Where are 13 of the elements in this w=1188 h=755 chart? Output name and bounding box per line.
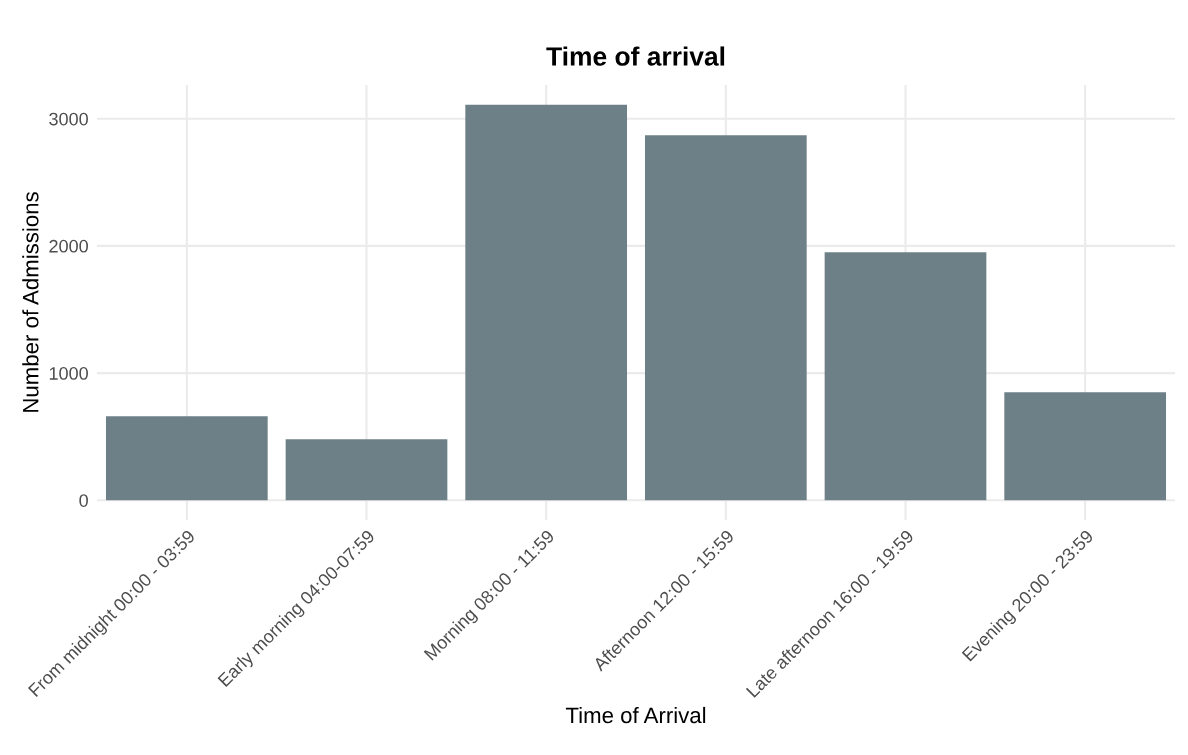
bar <box>824 252 987 501</box>
y-tick-label: 3000 <box>49 112 88 126</box>
bar <box>285 439 448 501</box>
bar <box>1004 392 1167 501</box>
y-axis-title: Number of Admissions <box>22 192 39 412</box>
bar <box>105 416 268 501</box>
chart-title: Time of arrival <box>546 46 725 66</box>
y-tick-label: 1000 <box>49 367 88 380</box>
y-tick-label: 0 <box>79 494 88 508</box>
bar <box>465 104 628 501</box>
x-axis-title: Time of Arrival <box>565 706 706 724</box>
y-tick-label: 2000 <box>49 239 88 253</box>
bar <box>644 135 807 501</box>
